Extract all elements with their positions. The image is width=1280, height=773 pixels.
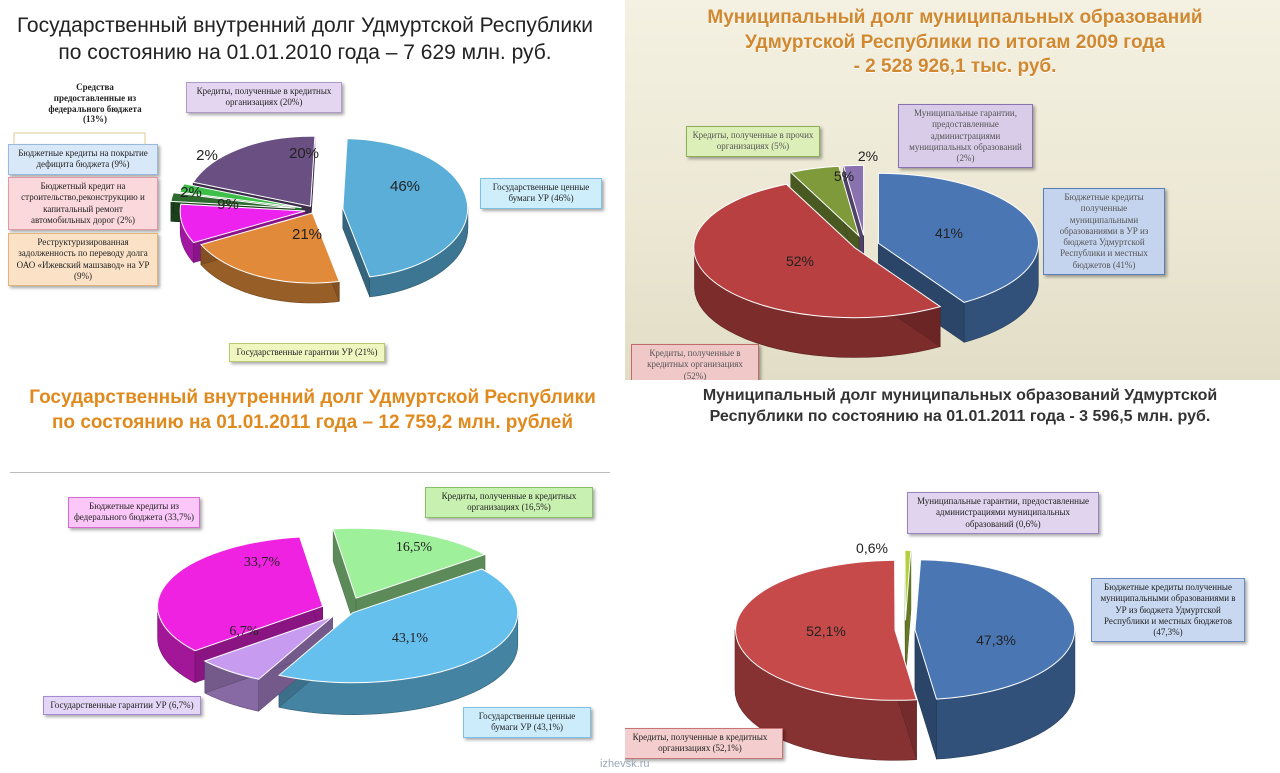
pie-slice bbox=[199, 212, 341, 284]
chart-title: Муниципальный долг муниципальных образов… bbox=[707, 7, 1203, 78]
legend-label-credit-orgs: Кредиты, полученные в кредитных организа… bbox=[625, 728, 783, 759]
chart-title: Муниципальный долг муниципальных образов… bbox=[702, 387, 1218, 425]
pie-slices: 47,3% 52,1% 0,6% bbox=[734, 540, 1076, 761]
slice-percent-label: 43,1% bbox=[392, 631, 429, 646]
pie-chart-2010-state: 46% 21% 9% 2% 2% 20% bbox=[13, 132, 469, 304]
legend-label-securities: Государственные ценные бумаги УР (43,1%) bbox=[463, 707, 591, 738]
pie-slice bbox=[693, 183, 942, 319]
legend-label-credit-orgs: Кредиты, полученные в кредитных организа… bbox=[425, 487, 593, 518]
chart-title: Государственный внутренний долг Удмуртск… bbox=[16, 14, 594, 65]
chart-panel-2011-state-debt: Государственный внутренний долг Удмуртск… bbox=[0, 380, 625, 773]
chart-title: Государственный внутренний долг Удмуртск… bbox=[29, 387, 596, 433]
pie-slices: 41% 52% 5%2% bbox=[693, 148, 1039, 358]
pie-chart-2011-state: 16,5% 43,1% 6,7% 33,7% bbox=[157, 527, 519, 716]
legend-label-municipal-guarantees: Муниципальные гарантии, предоставленные … bbox=[898, 104, 1033, 169]
slice-percent-label: 6,7% bbox=[229, 624, 259, 639]
pie-slice bbox=[842, 164, 865, 236]
slice-percent-label: 52% bbox=[786, 253, 814, 269]
slice-percent-label: 46% bbox=[390, 178, 420, 195]
divider bbox=[10, 472, 610, 473]
legend-label-credit-orgs: Кредиты, полученные в кредитных организа… bbox=[631, 344, 759, 380]
legend-label-credit-orgs: Кредиты, полученные в кредитных организа… bbox=[186, 82, 342, 113]
legend-label-budget-deficit: Бюджетные кредиты на покрытие дефицита б… bbox=[8, 144, 158, 175]
slice-percent-label: 33,7% bbox=[244, 555, 281, 570]
pie-slice bbox=[179, 203, 306, 244]
legend-label-municipal-guarantees: Муниципальные гарантии, предоставленные … bbox=[907, 492, 1099, 534]
slice-percent-label: 2% bbox=[180, 184, 202, 201]
pie-slice bbox=[192, 135, 316, 207]
slice-percent-label: 16,5% bbox=[396, 540, 433, 555]
pie-chart-2009-municipal: 41% 52% 5%2% bbox=[693, 148, 1039, 358]
legend-label-federal-credits: Бюджетные кредиты из федерального бюджет… bbox=[68, 497, 200, 528]
pie-slice bbox=[157, 536, 324, 652]
slice-percent-label: 20% bbox=[289, 145, 319, 162]
legend-label-securities: Государственные ценные бумаги УР (46%) bbox=[480, 178, 602, 209]
pie-slice bbox=[170, 192, 296, 209]
slice-percent-label: 2% bbox=[196, 147, 218, 164]
legend-label-budget-credits: Бюджетные кредиты полученные муниципальн… bbox=[1091, 578, 1245, 643]
slice-percent-label: 52,1% bbox=[806, 623, 846, 639]
chart-panel-2009-municipal-debt: Муниципальный долг муниципальных образов… bbox=[625, 0, 1280, 380]
group-header-federal: Средства предоставленные из федерального… bbox=[48, 82, 142, 125]
legend-label-other-orgs: Кредиты, полученные в прочих организация… bbox=[686, 126, 820, 157]
legend-label-roads-credit: Бюджетный кредит на строительство,реконс… bbox=[8, 177, 158, 230]
slice-percent-label: 47,3% bbox=[976, 632, 1016, 648]
slice-percent-label: 5% bbox=[834, 168, 854, 184]
legend-label-machine-plant: Реструктуризированная задолженность по п… bbox=[8, 233, 158, 286]
pie-slice bbox=[877, 172, 1039, 303]
pie-slice bbox=[277, 568, 519, 684]
pie-slice bbox=[178, 183, 302, 209]
chart-panel-2011-municipal-debt: Муниципальный долг муниципальных образов… bbox=[625, 380, 1280, 773]
slice-percent-label: 0,6% bbox=[856, 540, 888, 556]
slice-percent-label: 2% bbox=[858, 148, 878, 164]
chart-panel-2010-state-debt: Государственный внутренний долг Удмуртск… bbox=[0, 0, 625, 380]
pie-slices: 46% 21% 9% 2% 2% 20% bbox=[170, 135, 469, 304]
watermark: izhevsk.ru bbox=[600, 758, 650, 770]
legend-label-guarantees: Государственные гарантии УР (21%) bbox=[229, 343, 385, 363]
legend-label-guarantees: Государственные гарантии УР (6,7%) bbox=[43, 696, 201, 716]
pie-slice bbox=[914, 559, 1076, 700]
slice-percent-label: 21% bbox=[292, 226, 322, 243]
pie-chart-2011-municipal: 47,3% 52,1% 0,6% bbox=[734, 540, 1076, 761]
slice-percent-label: 41% bbox=[935, 225, 963, 241]
pie-slice bbox=[904, 549, 912, 621]
pie-slice bbox=[332, 527, 487, 599]
pie-slice bbox=[342, 138, 469, 278]
pie-slice bbox=[203, 616, 333, 680]
slice-percent-label: 9% bbox=[217, 196, 239, 213]
group-bracket bbox=[13, 132, 146, 146]
pie-slice bbox=[735, 559, 918, 701]
pie-slice bbox=[789, 165, 860, 238]
pie-slices: 16,5% 43,1% 6,7% 33,7% bbox=[157, 527, 519, 716]
legend-label-budget-credits: Бюджетные кредиты полученные муниципальн… bbox=[1043, 188, 1165, 275]
